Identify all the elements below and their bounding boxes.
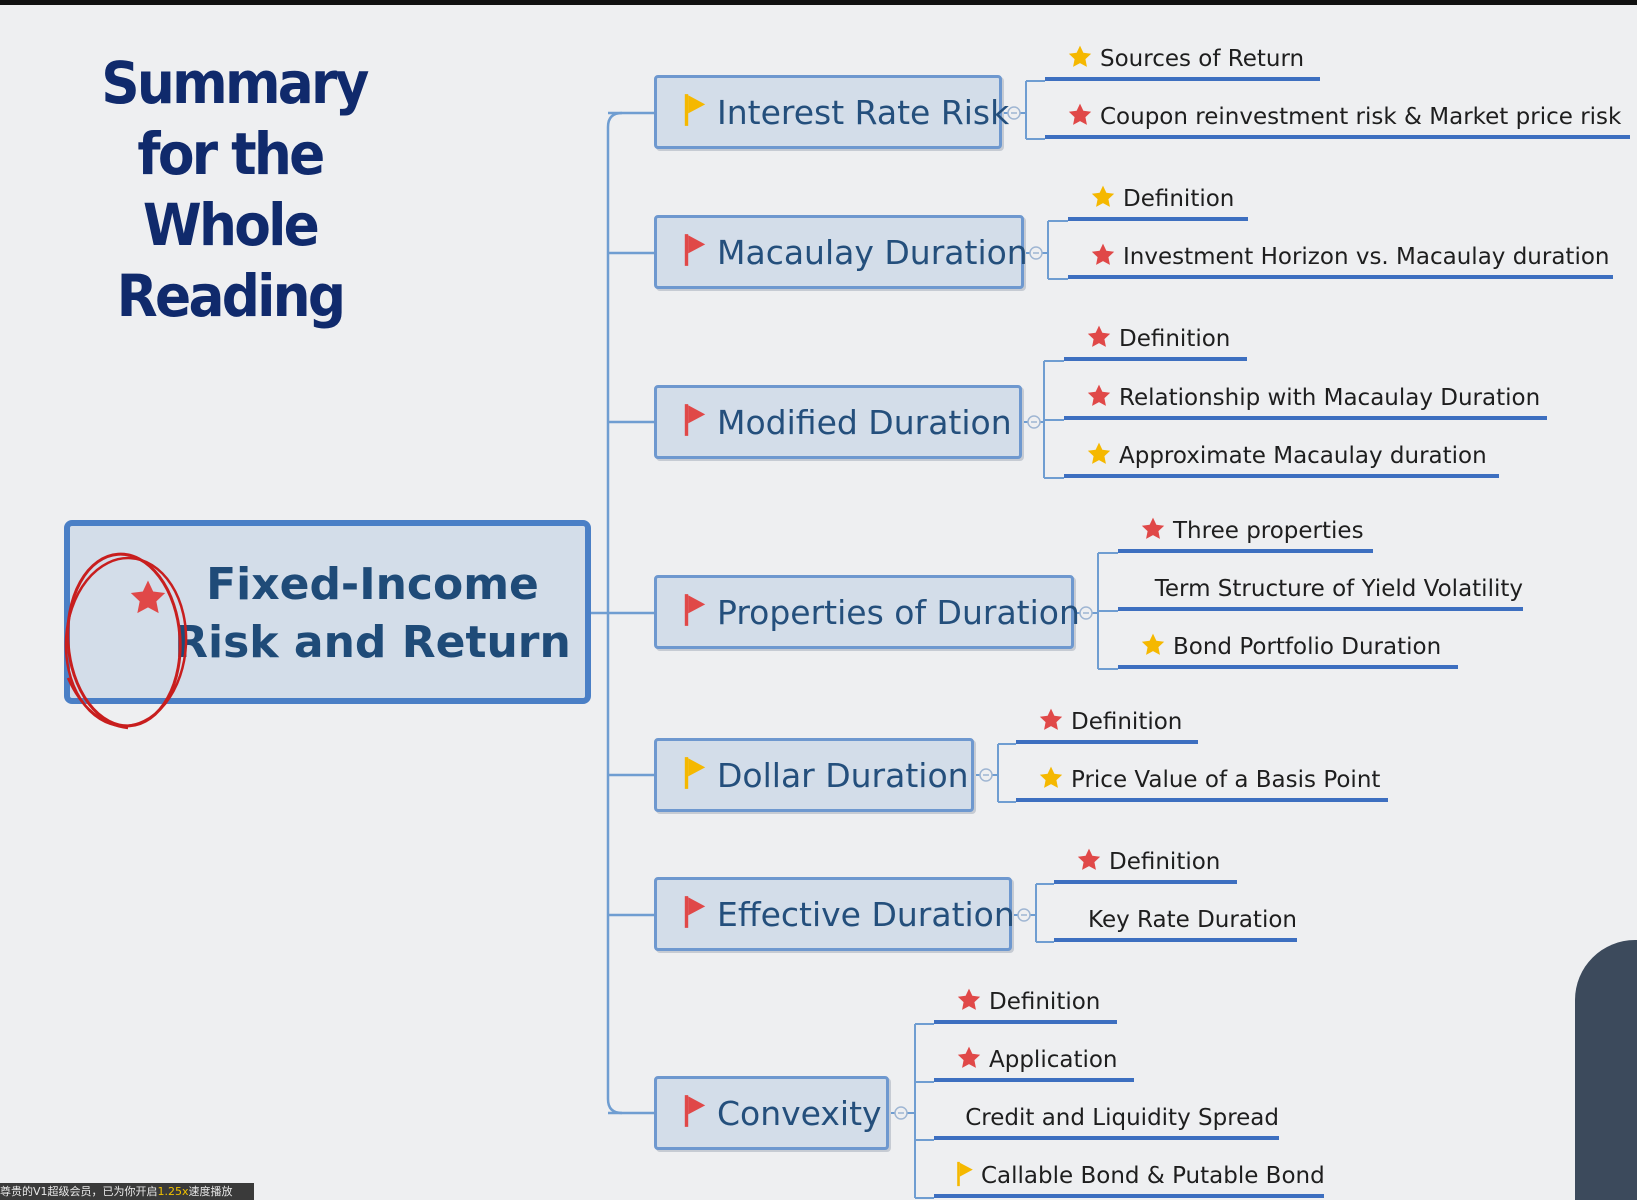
subtopic-node[interactable]: Credit and Liquidity Spread <box>934 1100 1279 1140</box>
subtopic-node[interactable]: Definition <box>934 984 1117 1024</box>
subtopic-node[interactable]: Approximate Macaulay duration <box>1064 438 1499 478</box>
gold-star-icon <box>1087 442 1111 464</box>
gold-star-icon <box>1091 185 1115 207</box>
subtopic-label: Definition <box>989 989 1101 1015</box>
red-star-icon <box>1077 848 1101 870</box>
topic-label: Macaulay Duration <box>717 232 1028 272</box>
gold-star-icon <box>1039 766 1063 788</box>
subtopic-label: Key Rate Duration <box>1088 907 1297 933</box>
red-star-icon <box>1087 384 1111 406</box>
topic-label: Dollar Duration <box>717 755 969 795</box>
subtopic-label: Definition <box>1109 849 1221 875</box>
red-star-icon <box>1068 103 1092 125</box>
subtopic-node[interactable]: Definition <box>1016 704 1198 744</box>
title-line: for the <box>137 120 325 188</box>
title-line: Whole <box>142 191 320 259</box>
topic-node[interactable]: Interest Rate Risk <box>654 75 1009 149</box>
summary-title: Summary for the Whole Reading <box>101 48 369 332</box>
subtopic-node[interactable]: Sources of Return <box>1045 41 1320 81</box>
red-flag-icon <box>684 896 706 928</box>
subtopic-node[interactable]: Relationship with Macaulay Duration <box>1064 380 1547 420</box>
presenter-silhouette <box>1575 940 1637 1200</box>
status-text-after: 速度播放 <box>188 1185 233 1198</box>
topic-node[interactable]: Macaulay Duration <box>654 215 1028 289</box>
topic-label: Convexity <box>717 1093 882 1133</box>
red-star-icon <box>1091 243 1115 265</box>
red-flag-icon <box>684 1095 706 1127</box>
subtopic-node[interactable]: Key Rate Duration <box>1054 902 1297 942</box>
red-star-icon <box>957 1046 981 1068</box>
topic-label: Modified Duration <box>717 402 1012 442</box>
central-topic[interactable]: Fixed-Income Risk and Return <box>64 520 591 704</box>
central-line: Risk and Return <box>174 617 571 668</box>
topic-node[interactable]: Convexity <box>654 1076 889 1150</box>
subtopic-node[interactable]: Three properties <box>1118 513 1373 553</box>
status-text-before: 尊贵的V1超级会员，已为你开启 <box>0 1185 158 1198</box>
gold-star-icon <box>1068 45 1092 67</box>
topic-node[interactable]: Effective Duration <box>654 877 1015 951</box>
title-line: Summary <box>101 49 369 117</box>
subtopic-label: Bond Portfolio Duration <box>1173 634 1442 660</box>
red-flag-icon <box>684 594 706 626</box>
red-star-icon <box>1039 708 1063 730</box>
gold-flag-icon <box>684 757 706 789</box>
topic-label: Interest Rate Risk <box>717 92 1010 132</box>
red-star-icon <box>1087 325 1111 347</box>
gold-star-icon <box>1141 633 1165 655</box>
red-star-icon <box>957 988 981 1010</box>
title-line: Reading <box>116 262 346 330</box>
subtopic-label: Sources of Return <box>1100 46 1305 72</box>
gold-flag-icon <box>684 94 706 126</box>
subtopic-node[interactable]: Coupon reinvestment risk & Market price … <box>1045 99 1630 139</box>
topic-node[interactable]: Modified Duration <box>654 385 1022 459</box>
subtopic-label: Credit and Liquidity Spread <box>965 1105 1279 1131</box>
red-flag-icon <box>684 234 706 266</box>
playback-status-bar: 尊贵的V1超级会员，已为你开启1.25x速度播放 <box>0 1183 254 1200</box>
subtopic-label: Relationship with Macaulay Duration <box>1119 385 1541 411</box>
top-bar <box>0 0 1637 5</box>
topic-node[interactable]: Properties of Duration <box>654 575 1080 649</box>
status-speed: 1.25x <box>157 1185 189 1198</box>
red-star-icon <box>1141 517 1165 539</box>
subtopic-label: Term Structure of Yield Volatility <box>1154 576 1523 602</box>
central-line: Fixed-Income <box>206 559 539 610</box>
subtopic-label: Coupon reinvestment risk & Market price … <box>1100 104 1622 130</box>
subtopic-label: Investment Horizon vs. Macaulay duration <box>1123 244 1610 270</box>
subtopic-label: Definition <box>1123 186 1235 212</box>
red-star-icon <box>130 580 166 614</box>
topic-label: Effective Duration <box>717 894 1015 934</box>
subtopic-label: Three properties <box>1173 518 1364 544</box>
subtopic-node[interactable]: Definition <box>1054 844 1237 884</box>
subtopic-label: Price Value of a Basis Point <box>1071 767 1381 793</box>
subtopic-node[interactable]: Investment Horizon vs. Macaulay duration <box>1068 239 1613 279</box>
subtopic-label: Definition <box>1119 326 1231 352</box>
red-circle-annotation <box>64 552 188 730</box>
gold-flag-icon <box>957 1161 973 1187</box>
subtopic-node[interactable]: Definition <box>1068 181 1248 221</box>
subtopic-node[interactable]: Bond Portfolio Duration <box>1118 629 1458 669</box>
subtopic-node[interactable]: Definition <box>1064 321 1247 361</box>
red-flag-icon <box>684 404 706 436</box>
subtopic-node[interactable]: Application <box>934 1042 1134 1082</box>
subtopic-node[interactable]: Callable Bond & Putable Bond <box>934 1158 1325 1198</box>
subtopic-label: Approximate Macaulay duration <box>1119 443 1487 469</box>
topic-label: Properties of Duration <box>717 592 1080 632</box>
topic-node[interactable]: Dollar Duration <box>654 738 974 812</box>
subtopic-node[interactable]: Term Structure of Yield Volatility <box>1118 571 1523 611</box>
subtopic-node[interactable]: Price Value of a Basis Point <box>1016 762 1388 802</box>
subtopic-label: Application <box>989 1047 1118 1073</box>
subtopic-label: Callable Bond & Putable Bond <box>981 1163 1325 1189</box>
subtopic-label: Definition <box>1071 709 1183 735</box>
